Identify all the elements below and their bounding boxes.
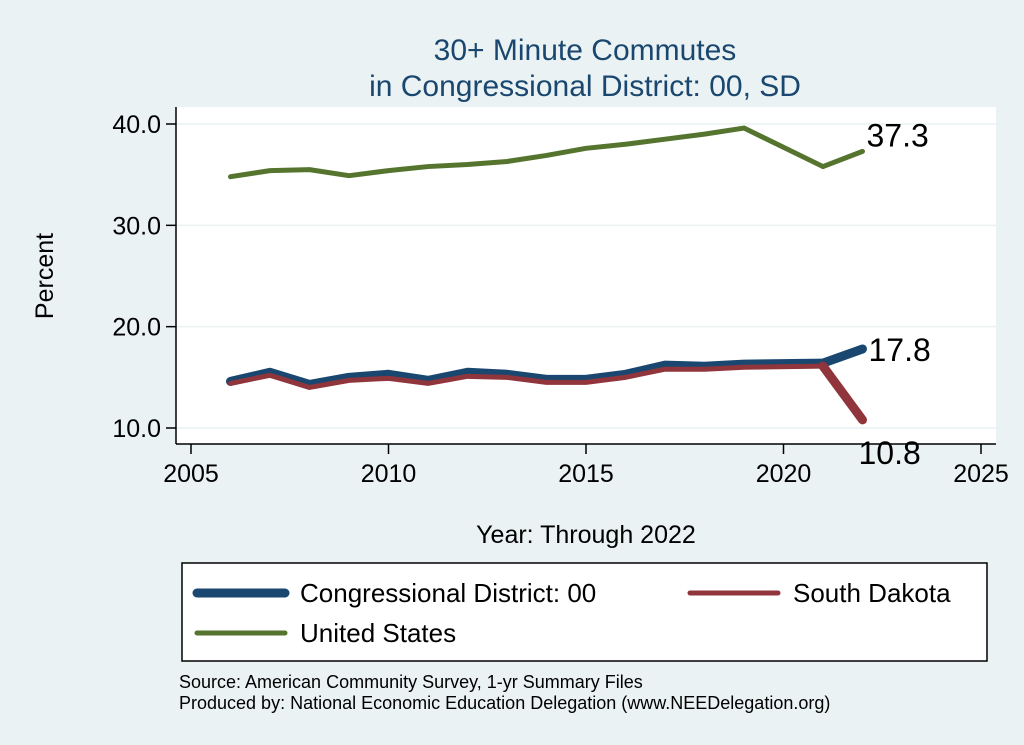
plot-area: [176, 107, 996, 444]
series-final-segment-2: [820, 148, 865, 170]
x-tick-label: 2020: [756, 460, 812, 488]
end-labels: 17.8 10.8 37.3: [859, 117, 931, 471]
y-axis-title: Percent: [31, 233, 59, 319]
legend: Congressional District: 00 South Dakota Un…: [192, 578, 951, 648]
chart-title-line-2: in Congressional District: 00, SD: [369, 70, 801, 103]
series-line-1: [228, 363, 826, 390]
produced-by-note: Produced by: National Economic Education…: [179, 693, 830, 713]
x-tick-label: 2010: [361, 460, 417, 488]
legend-label-0: Congressional District: 00: [300, 578, 596, 608]
series-line-0: [226, 358, 828, 389]
x-tick-label: 2015: [558, 460, 614, 488]
x-tick-label: 2005: [163, 460, 219, 488]
chart-title-line-1: 30+ Minute Commutes: [434, 34, 737, 67]
legend-box: [181, 562, 988, 662]
series-lines: [226, 125, 867, 425]
series-final-segment-0: [818, 344, 867, 368]
series-line-2: [228, 125, 826, 180]
end-label-1: 10.8: [859, 435, 921, 471]
y-tick-label: 30.0: [112, 212, 161, 240]
end-label-0: 17.8: [869, 332, 931, 368]
y-tick-label: 10.0: [112, 415, 161, 443]
source-note: Source: American Community Survey, 1-yr …: [179, 672, 643, 692]
end-label-2: 37.3: [867, 117, 929, 153]
legend-label-2: United States: [300, 618, 456, 648]
y-tick-label: 20.0: [112, 314, 161, 342]
gridlines: [176, 123, 996, 429]
x-axis-title: Year: Through 2022: [476, 521, 696, 549]
series-final-segment-1: [818, 361, 867, 425]
legend-label-1: South Dakota: [793, 578, 951, 608]
x-tick-label: 2025: [953, 460, 1009, 488]
y-tick-label: 40.0: [112, 111, 161, 139]
